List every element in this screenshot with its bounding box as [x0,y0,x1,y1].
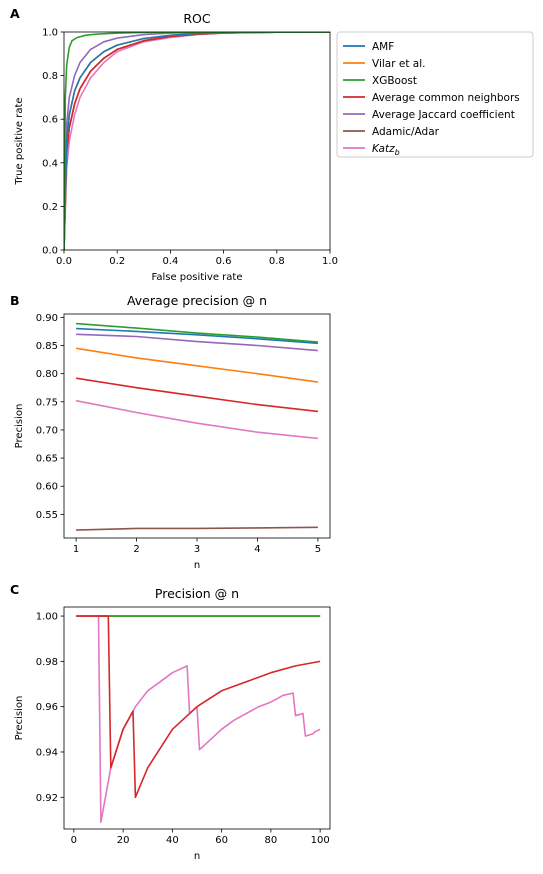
y-axis-label: True positive rate [14,97,25,185]
y-tick-label: 1.0 [42,28,58,39]
series-line-ajc [64,32,330,250]
series-line-amf [76,327,318,345]
y-tick-label: 0.85 [36,341,58,352]
series-line-xgboost [76,322,318,343]
panel-label: B [10,293,20,308]
x-axis-label: False positive rate [152,272,243,283]
legend-box [336,31,534,158]
legend-entry: XGBoost [372,75,417,87]
x-tick-label: 0.6 [216,256,232,267]
x-tick-label: 2 [133,544,139,555]
x-tick-label: 5 [315,544,321,555]
series-group [75,322,319,531]
plot-frame [63,31,331,251]
series-line-katz [64,32,330,250]
series-line-acn [75,377,318,413]
x-tick-label: 4 [254,544,260,555]
y-tick-label: 0.70 [36,425,58,436]
y-tick-label: 0.4 [42,158,58,169]
y-tick-label: 0.98 [36,657,58,668]
x-tick-label: 1.0 [322,256,338,267]
y-tick-label: 0.2 [42,202,58,213]
y-tick-label: 0.75 [36,397,58,408]
x-tick-label: 60 [215,835,228,846]
y-axis-label: Precision [14,696,25,741]
y-tick-label: 1.00 [36,612,58,623]
y-tick-label: 0.6 [42,115,58,126]
panel-label: C [10,582,19,597]
x-tick-label: 0.8 [269,256,285,267]
x-tick-label: 0.2 [109,256,125,267]
series-line-vilar [75,347,319,383]
chart-title: Precision @ n [155,586,239,601]
series-line-xgboost [64,32,330,250]
series-line-vilar [64,32,330,250]
series-group [76,615,321,824]
x-tick-label: 0.4 [162,256,178,267]
series-line-aa [76,526,318,531]
x-tick-label: 0 [71,835,77,846]
y-tick-label: 0.0 [42,246,58,257]
y-tick-label: 0.60 [36,482,58,493]
x-tick-label: 1 [73,544,79,555]
y-tick-label: 0.94 [36,747,58,758]
legend-entry: Katzb [372,143,400,157]
y-tick-label: 0.90 [36,313,58,324]
y-tick-label: 0.65 [36,454,58,465]
x-tick-label: 40 [166,835,179,846]
y-tick-label: 0.96 [36,702,58,713]
y-axis-label: Precision [14,404,25,449]
x-tick-label: 0.0 [56,256,72,267]
x-axis-label: n [194,560,200,571]
panel-b: B Average precision @ n 1 2 3 4 5 0.55 0.60 0.65 0… [10,293,331,571]
x-tick-label: 100 [311,835,330,846]
panel-c: C Precision @ n 0 20 40 60 80 100 0.92 0.94 0.96 0.… [10,582,331,862]
series-line-katz [75,399,318,440]
legend-entry: Vilar et al. [372,58,425,70]
y-tick-label: 0.92 [36,793,58,804]
panel-a: A ROC 0.0 0.2 0.4 0.6 0.8 1.0 0.0 0.2 0.4 0.6 0.8 1.0… [10,6,338,283]
x-tick-label: 3 [194,544,200,555]
series-line-ajc [76,333,318,352]
x-tick-label: 20 [117,835,130,846]
plot-frame [63,606,331,830]
legend: AMF Vilar et al. XGBoost Average common nei… [336,31,534,158]
legend-entry: Adamic/Adar [372,126,440,138]
legend-entry: Average common neighbors [372,92,520,104]
legend-entry: AMF [372,41,394,53]
series-line-amf [64,32,330,250]
series-line-acn [76,615,321,799]
y-tick-label: 0.8 [42,71,58,82]
x-tick-label: 80 [265,835,278,846]
y-tick-label: 0.80 [36,369,58,380]
series-line-katz [76,615,321,824]
series-line-acn [64,32,330,250]
chart-title: Average precision @ n [127,293,267,308]
legend-entry: Average Jaccard coefficient [372,109,515,121]
panel-label: A [10,6,20,21]
x-axis-label: n [194,851,200,862]
series-line-aa [64,32,330,250]
series-group [64,32,330,250]
y-tick-label: 0.55 [36,510,58,521]
chart-title: ROC [183,11,211,26]
